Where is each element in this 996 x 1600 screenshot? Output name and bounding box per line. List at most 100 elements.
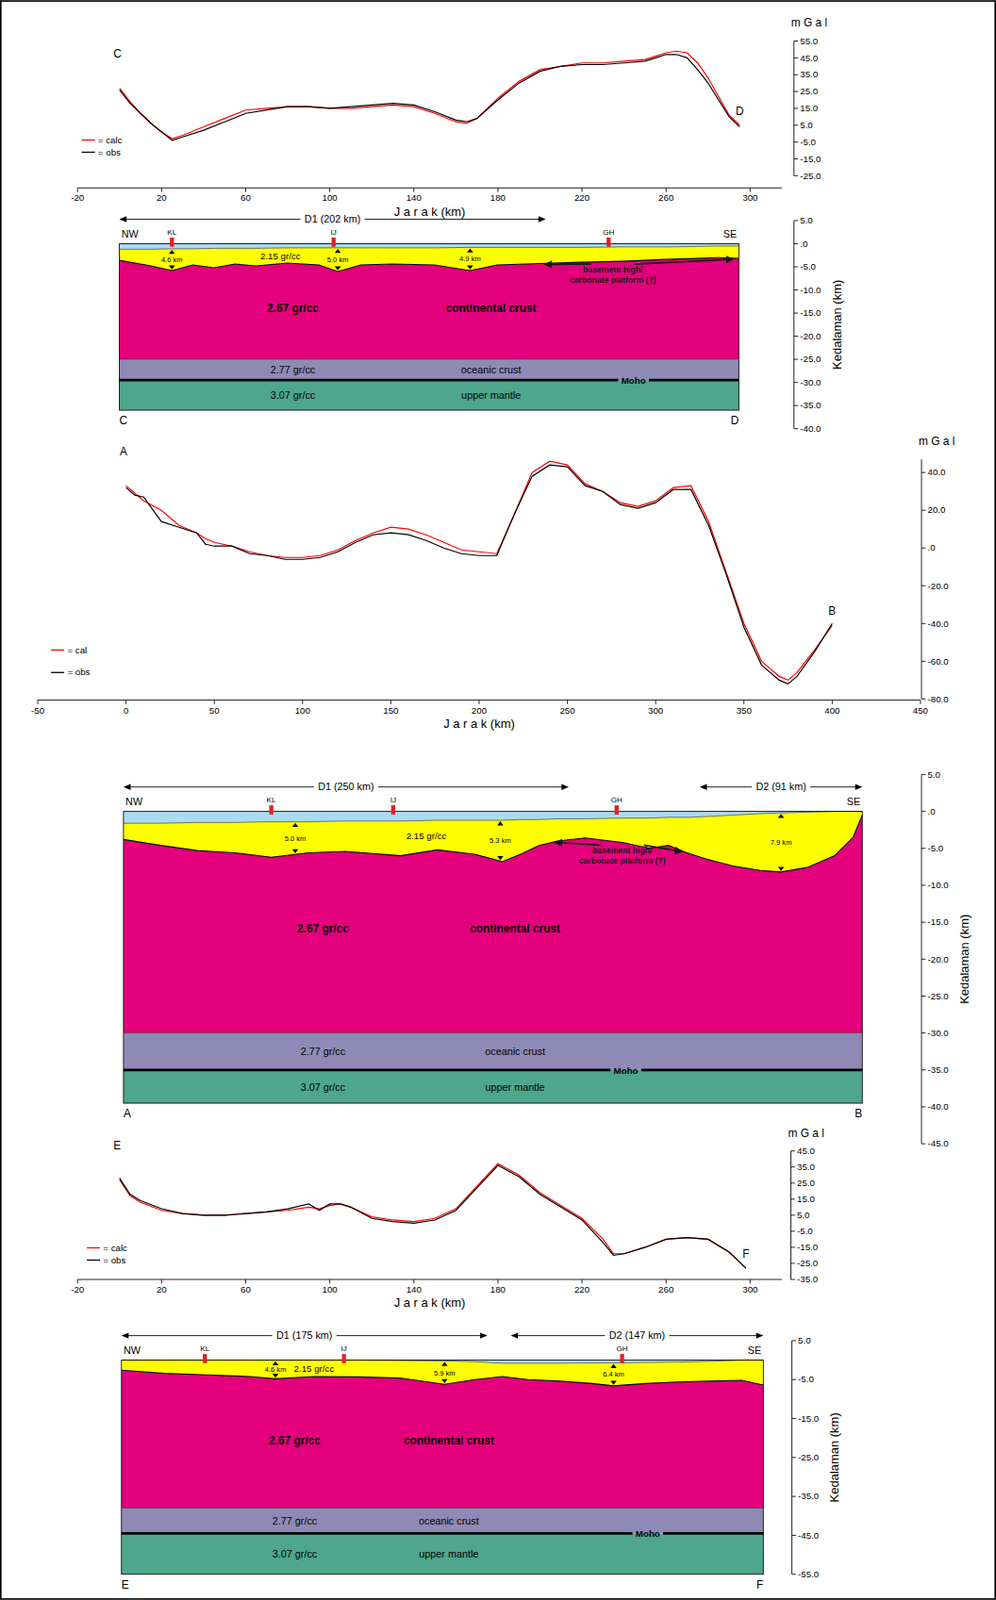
model-area: [121, 1361, 764, 1576]
plot-area: [126, 461, 833, 684]
x-tick-label: 400: [824, 705, 841, 716]
y-tick: [921, 884, 926, 886]
thickness-arrow: [292, 823, 299, 828]
thickness-arrow: [334, 265, 341, 270]
y-tick-label: -55.0: [797, 1569, 820, 1580]
y-tick: [794, 107, 798, 109]
thickness-arrow: [292, 849, 299, 854]
x-tick: [301, 699, 303, 704]
y-tick-label: -35.0: [797, 1491, 820, 1502]
thickness-arrow: [610, 1364, 616, 1369]
layer-label: 2.77 gr/cc: [270, 364, 316, 376]
y-tick: [921, 585, 926, 587]
oceanic-crust: [121, 1509, 764, 1535]
moho-line: [663, 1532, 764, 1536]
thickness-label: 4.6 km: [265, 1365, 287, 1375]
well: [619, 1354, 624, 1364]
y-tick-label: 40.0: [928, 466, 947, 478]
y-tick-label: 5.0: [928, 769, 942, 781]
thickness-arrow: [466, 265, 473, 270]
y-tick-label: -45.0: [797, 1530, 820, 1542]
profile-start: E: [113, 1139, 121, 1153]
x-tick-label: 180: [490, 192, 507, 203]
y-tick: [794, 91, 798, 93]
legend-swatch: [50, 672, 65, 674]
domain-label-bg: [314, 780, 379, 794]
y-tick-label: .0: [928, 542, 937, 553]
upper-mantle: [121, 1533, 764, 1575]
y-tick-label: 15.0: [796, 1194, 816, 1205]
depth-axis: [793, 220, 795, 430]
seabed-line: [121, 1361, 764, 1364]
y-tick-label: -35.0: [796, 1274, 819, 1285]
y-tick: [794, 359, 798, 361]
annotation-arrow: [555, 843, 601, 847]
x-tick-label: 350: [736, 705, 753, 716]
figure: 55.045.035.025.015.05.0-5.0-15.0-25.0-20…: [0, 0, 996, 1600]
domain-arrowhead: [756, 1332, 764, 1339]
x-tick: [749, 187, 751, 192]
y-tick: [794, 124, 798, 126]
upper-mantle: [123, 1070, 863, 1104]
layer-label: 2.67 gr/cc: [266, 301, 319, 316]
profile-line: [126, 461, 833, 681]
y-tick-label: -35.0: [799, 399, 822, 411]
well-label: IJ: [390, 796, 397, 805]
y-tick: [794, 158, 798, 160]
sea: [121, 1361, 764, 1364]
x-tick: [161, 1279, 163, 1284]
x-tick-label: 100: [322, 1284, 339, 1295]
well: [268, 805, 273, 815]
basement-line: [123, 815, 863, 873]
direction-label: NW: [123, 1344, 142, 1357]
annotation-text: carbonate platform (?): [569, 275, 657, 285]
y-tick-label: -15.0: [797, 1413, 820, 1425]
x-tick: [390, 699, 392, 704]
model-area: [119, 243, 740, 411]
x-tick-label: -50: [31, 705, 46, 716]
sea: [123, 812, 863, 825]
y-tick-label: 45.0: [799, 52, 819, 64]
profile-start: A: [119, 445, 128, 459]
thickness-label: 6.4 km: [602, 1370, 625, 1379]
x-tick-label: 450: [913, 705, 930, 716]
x-tick: [245, 1279, 247, 1284]
x-tick-label: 300: [742, 192, 759, 203]
x-tick: [329, 1279, 331, 1284]
direction-label: NW: [121, 228, 140, 240]
y-tick: [921, 1144, 926, 1146]
x-tick-label: 150: [382, 705, 399, 716]
y-tick: [794, 265, 798, 267]
y-tick: [792, 1496, 797, 1498]
thickness-arrow: [168, 249, 175, 254]
annotation-text: basement high/: [582, 265, 644, 275]
legend-label: = obs: [66, 667, 90, 679]
x-tick: [665, 1279, 667, 1284]
y-axis: [921, 459, 923, 699]
legend-swatch: [82, 151, 96, 153]
domain-arrowhead: [511, 1332, 519, 1339]
y-tick-label: 5.0: [796, 1210, 811, 1221]
thickness-label: 5.0 km: [327, 255, 349, 265]
well: [606, 237, 611, 248]
layer-label: 2.67 gr/cc: [297, 922, 349, 936]
layer-label: 2.15 gr/cc: [294, 1363, 335, 1375]
continental-crust: [121, 1370, 764, 1509]
x-tick: [743, 699, 745, 704]
x-tick-label: 260: [658, 192, 675, 203]
density-model: Moho2.15 gr/cc2.67 gr/cccontinental crus…: [121, 1328, 843, 1593]
thickness-label: 7.9 km: [770, 838, 793, 847]
legend-label: = obs: [102, 1255, 126, 1266]
y-tick-label: 5.0: [799, 119, 814, 131]
profile-line: [119, 1163, 747, 1269]
y-tick: [921, 547, 926, 549]
x-tick: [245, 187, 247, 192]
moho-line: [119, 379, 619, 382]
y-tick: [794, 243, 798, 245]
y-tick: [791, 1262, 796, 1264]
y-tick: [921, 847, 926, 849]
y-tick: [794, 313, 798, 315]
well-label: GH: [616, 1344, 629, 1354]
domain-arrowhead: [480, 1332, 488, 1339]
model-frame: [121, 1361, 764, 1576]
